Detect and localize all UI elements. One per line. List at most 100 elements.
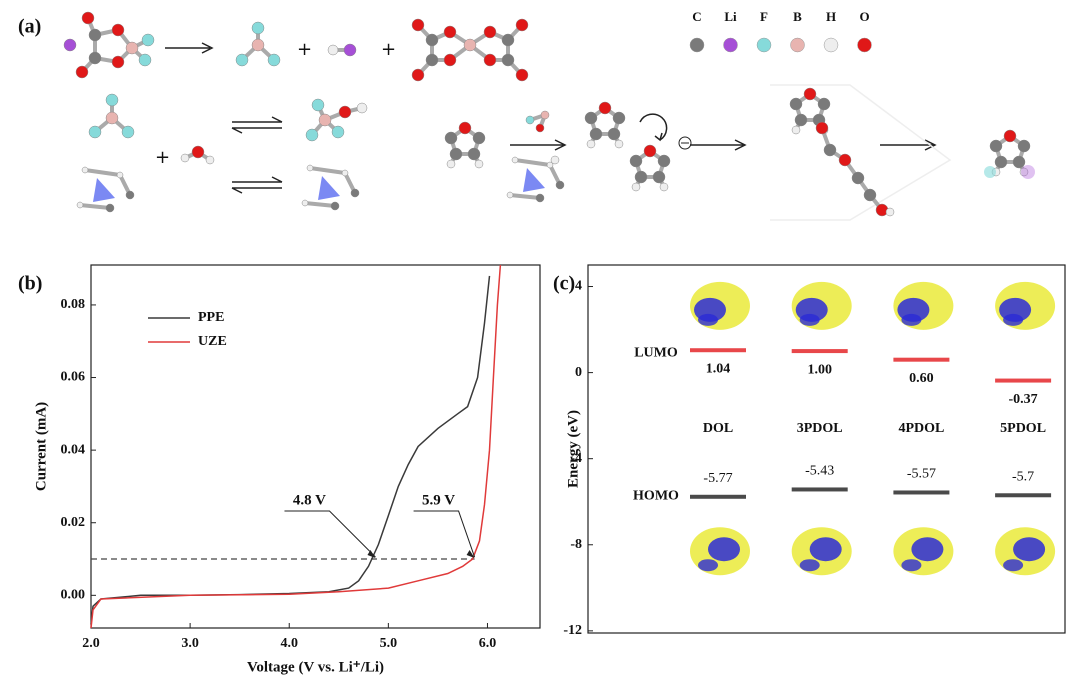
- atom: [180, 153, 190, 163]
- atom: [525, 115, 535, 125]
- level-value: -0.37: [1009, 392, 1038, 407]
- atom: [472, 131, 486, 145]
- atom: [474, 159, 484, 169]
- atom: [546, 161, 554, 169]
- element-symbol: O: [859, 9, 869, 24]
- bond: [84, 168, 121, 177]
- uze-framework: [93, 178, 115, 202]
- atom: [607, 127, 621, 141]
- atom: [341, 169, 349, 177]
- atom: [76, 201, 84, 209]
- energy-level: [791, 487, 848, 492]
- atom: [338, 105, 352, 119]
- panel-label: (a): [18, 16, 41, 38]
- atom: [823, 143, 837, 157]
- atom: [1019, 167, 1029, 177]
- element-symbol: Li: [724, 9, 737, 24]
- atom: [318, 113, 332, 127]
- charge: [678, 136, 692, 150]
- element-symbol: B: [793, 9, 802, 24]
- atom: [598, 101, 612, 115]
- atom: [306, 164, 314, 172]
- energy-level: [995, 378, 1052, 383]
- atom: [63, 38, 77, 52]
- y-axis-label: Energy (eV): [565, 410, 581, 488]
- atom: [789, 97, 803, 111]
- atom: [81, 166, 89, 174]
- y-tick-label: 0.06: [61, 370, 86, 385]
- category-label: 5PDOL: [1000, 421, 1046, 436]
- atom: [1017, 139, 1031, 153]
- atom: [803, 87, 817, 101]
- legend-label: PPE: [198, 310, 224, 325]
- y-axis-label: Current (mA): [33, 402, 49, 491]
- atom: [463, 38, 477, 52]
- atom: [1021, 165, 1035, 179]
- x-tick-label: 6.0: [479, 636, 497, 651]
- annotation-label: 5.9 V: [422, 492, 455, 508]
- atom: [121, 125, 135, 139]
- atom: [467, 147, 481, 161]
- atom: [589, 127, 603, 141]
- orbital-blue: [901, 313, 922, 326]
- energy-level: [995, 493, 1052, 498]
- atom: [267, 53, 281, 67]
- atom: [483, 53, 497, 67]
- atom: [631, 182, 641, 192]
- atom: [885, 207, 895, 217]
- atom: [815, 121, 829, 135]
- orbital-blue: [901, 559, 922, 572]
- energy-level: [791, 349, 848, 354]
- category-label: 3PDOL: [797, 421, 843, 436]
- y-tick-label: 0.04: [61, 442, 86, 457]
- atom: [125, 41, 139, 55]
- atom: [584, 111, 598, 125]
- category-label: 4PDOL: [898, 421, 944, 436]
- plus-signs: + + +: [155, 39, 396, 168]
- atom: [984, 166, 996, 178]
- atom: [111, 23, 125, 37]
- atom: [535, 193, 545, 203]
- panel-label: (c): [553, 273, 575, 295]
- category-label: DOL: [703, 421, 733, 436]
- annotation-arrow: [284, 510, 376, 558]
- element-atom: [689, 37, 705, 53]
- atom: [1012, 155, 1026, 169]
- x-tick-label: 2.0: [82, 636, 100, 651]
- bond: [304, 201, 336, 208]
- level-value: -5.77: [703, 471, 732, 486]
- reaction-arrows: [165, 42, 952, 221]
- atom: [425, 33, 439, 47]
- atom: [411, 68, 425, 82]
- atom: [989, 139, 1003, 153]
- level-value: -5.7: [1012, 469, 1034, 484]
- atom: [657, 154, 671, 168]
- x-tick-label: 3.0: [181, 636, 199, 651]
- energy-level: [690, 494, 746, 499]
- energy-level: [893, 490, 950, 495]
- energy-level: [893, 357, 950, 362]
- atom: [331, 125, 345, 139]
- atom: [116, 171, 124, 179]
- arrow-head: [466, 550, 475, 559]
- atom: [105, 203, 115, 213]
- level-value: 1.04: [706, 361, 731, 376]
- atom: [125, 190, 135, 200]
- atom: [443, 53, 457, 67]
- atom: [483, 25, 497, 39]
- atom: [614, 139, 624, 149]
- atom: [425, 53, 439, 67]
- atom: [515, 68, 529, 82]
- orbital-blue: [809, 537, 842, 562]
- plot-frame: [90, 264, 541, 629]
- orbital-blue: [799, 559, 820, 572]
- atom: [88, 125, 102, 139]
- svg-text:+: +: [155, 147, 170, 168]
- atom: [501, 33, 515, 47]
- atom: [794, 113, 808, 127]
- element-atom: [756, 37, 772, 53]
- bond: [514, 158, 551, 167]
- atom: [305, 128, 319, 142]
- arrow-head: [367, 550, 376, 559]
